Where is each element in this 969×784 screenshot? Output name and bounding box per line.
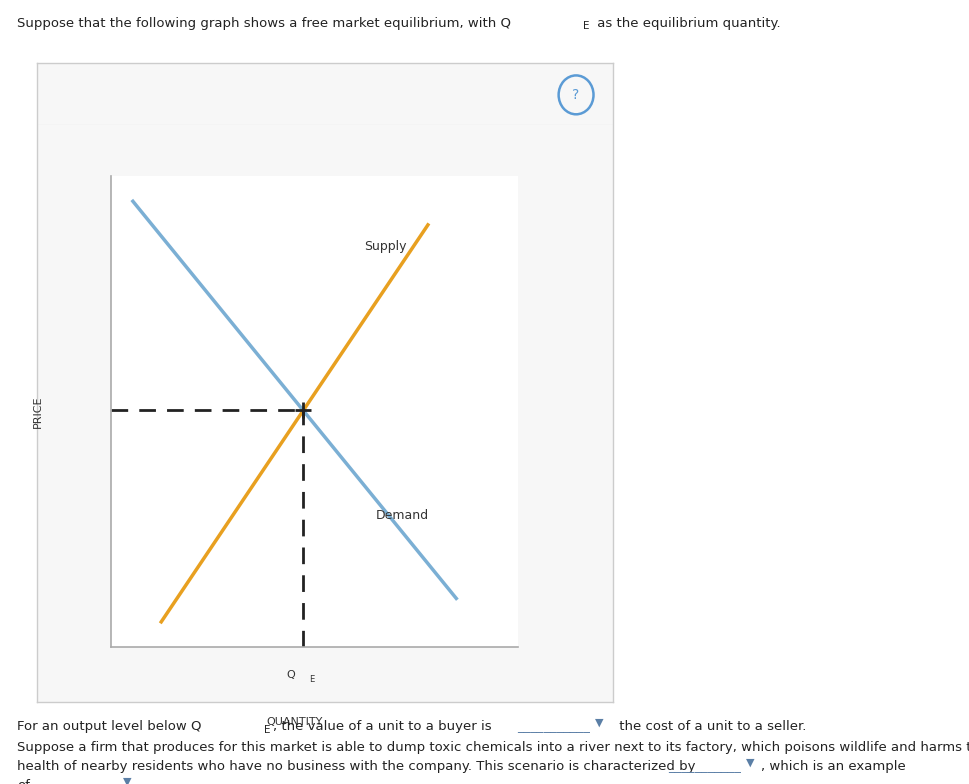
Text: health of nearby residents who have no business with the company. This scenario : health of nearby residents who have no b… <box>17 760 696 774</box>
Text: ___________: ___________ <box>669 760 741 774</box>
Text: , the value of a unit to a buyer is: , the value of a unit to a buyer is <box>273 720 492 733</box>
Text: ?: ? <box>573 88 579 102</box>
Text: ▼: ▼ <box>595 717 604 728</box>
Text: Suppose that the following graph shows a free market equilibrium, with Q: Suppose that the following graph shows a… <box>17 17 512 31</box>
Text: , which is an example: , which is an example <box>761 760 905 774</box>
Text: Supply: Supply <box>363 241 406 253</box>
Text: the cost of a unit to a seller.: the cost of a unit to a seller. <box>615 720 806 733</box>
Text: PRICE: PRICE <box>33 395 44 428</box>
Text: ▼: ▼ <box>746 758 755 768</box>
Text: Suppose a firm that produces for this market is able to dump toxic chemicals int: Suppose a firm that produces for this ma… <box>17 741 969 754</box>
Text: ▼: ▼ <box>123 777 132 784</box>
Text: E: E <box>264 725 270 735</box>
Text: ___________: ___________ <box>46 779 118 784</box>
Text: Demand: Demand <box>376 509 429 521</box>
Text: ___________: ___________ <box>517 720 590 733</box>
Text: E: E <box>309 675 315 684</box>
Text: E: E <box>583 21 590 31</box>
Text: as the equilibrium quantity.: as the equilibrium quantity. <box>593 17 781 31</box>
Text: Q: Q <box>287 670 296 681</box>
Text: For an output level below Q: For an output level below Q <box>17 720 202 733</box>
Text: QUANTITY: QUANTITY <box>266 717 323 728</box>
Text: of: of <box>17 779 30 784</box>
Text: .: . <box>139 779 147 784</box>
